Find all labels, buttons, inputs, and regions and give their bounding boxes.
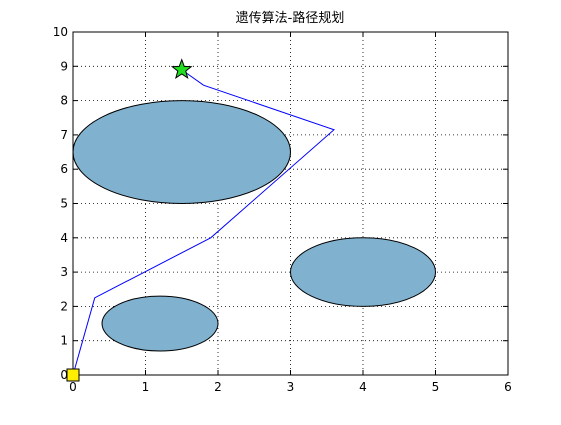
x-tick-label: 1: [142, 380, 150, 394]
y-tick-label: 2: [60, 299, 68, 313]
obstacle-ellipse-1: [72, 100, 291, 205]
y-tick-label: 4: [60, 231, 68, 245]
y-tick-label: 7: [60, 128, 68, 142]
x-tick-label: 4: [359, 380, 367, 394]
x-tick-label: 3: [287, 380, 295, 394]
plot-area: 0 1 2 3 4 5 6 0 1 2 3 4 5 6 7 8 9 10: [53, 25, 512, 394]
path-line: [72, 69, 335, 376]
x-tick-label: 0: [69, 380, 77, 394]
x-tick-label: 2: [214, 380, 222, 394]
x-tick-label: 6: [504, 380, 512, 394]
x-tick-label: 5: [432, 380, 440, 394]
y-tick-label: 5: [60, 197, 68, 211]
obstacle-ellipse-2: [290, 237, 436, 307]
y-tick-label: 3: [60, 265, 68, 279]
y-tick-label: 6: [60, 162, 68, 176]
y-tick-label: 1: [60, 334, 68, 348]
y-tick-label: 8: [60, 94, 68, 108]
y-tick-label: 9: [60, 59, 68, 73]
obstacle-ellipse-3: [101, 295, 219, 352]
y-tick-label: 10: [53, 25, 68, 39]
chart-title: 遗传算法-路径规划: [236, 10, 345, 26]
start-marker: [66, 368, 80, 382]
y-tick-label: 0: [60, 368, 68, 382]
goal-marker: [170, 58, 193, 79]
